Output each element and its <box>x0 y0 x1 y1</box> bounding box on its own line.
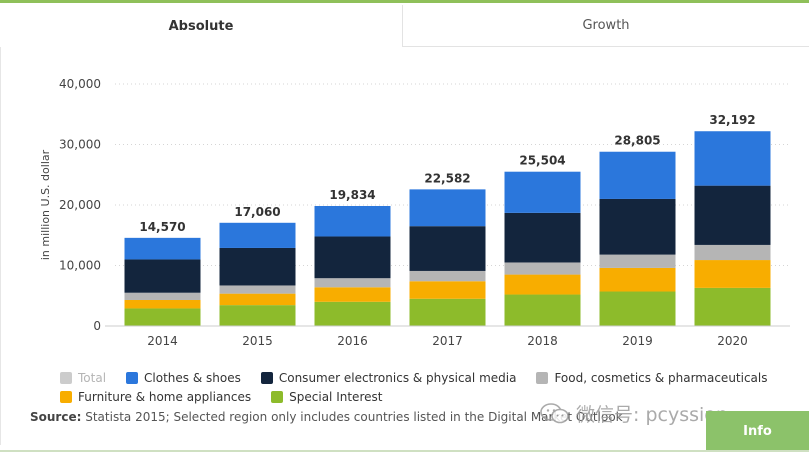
bar-segment[interactable] <box>409 226 486 271</box>
bar-segment[interactable] <box>694 244 771 261</box>
info-button[interactable]: Info <box>706 411 809 451</box>
bar-segment[interactable] <box>504 294 581 326</box>
watermark-text: 微信号: pcyssion <box>576 404 728 426</box>
legend-label: Furniture & home appliances <box>78 389 252 404</box>
bar-segment[interactable] <box>314 278 391 288</box>
bar-segment[interactable] <box>599 291 676 326</box>
legend-label: Special Interest <box>289 389 383 404</box>
bar-segment[interactable] <box>504 171 581 213</box>
bar-segment[interactable] <box>314 236 391 279</box>
bar-segment[interactable] <box>124 299 201 309</box>
bar-segment[interactable] <box>124 259 201 293</box>
bar-segment[interactable] <box>599 254 676 268</box>
x-tick-label: 2017 <box>432 334 463 348</box>
y-axis-ticks: 0 10,000 20,000 30,000 40,000 <box>59 77 101 333</box>
legend-item[interactable]: Total <box>60 370 106 385</box>
bar-segment[interactable] <box>314 206 391 237</box>
chart-legend: Total Clothes & shoes Consumer electronics… <box>60 370 780 404</box>
bar-segment[interactable] <box>314 287 391 302</box>
y-tick-label: 30,000 <box>59 138 101 152</box>
bar-segment[interactable] <box>314 301 391 326</box>
legend-swatch <box>60 390 72 403</box>
bar-segment[interactable] <box>219 247 296 286</box>
bar-segment[interactable] <box>219 222 296 248</box>
x-axis-ticks: 2014 2015 2016 2017 2018 2019 2020 <box>147 334 748 348</box>
frame-top-border <box>0 0 809 3</box>
x-tick-label: 2016 <box>337 334 368 348</box>
bar-segment[interactable] <box>694 131 771 186</box>
bar-segment[interactable] <box>599 198 676 255</box>
legend-item[interactable]: Special Interest <box>271 389 382 404</box>
legend-item[interactable]: Clothes & shoes <box>126 370 241 385</box>
total-label: 17,060 <box>234 205 280 219</box>
x-tick-label: 2015 <box>242 334 273 348</box>
legend-label: Clothes & shoes <box>144 370 241 385</box>
y-tick-label: 0 <box>93 319 101 333</box>
y-tick-label: 40,000 <box>59 77 101 91</box>
x-tick-label: 2014 <box>147 334 178 348</box>
bottom-frame-border <box>0 450 809 452</box>
source-note: Source: Statista 2015; Selected region o… <box>30 410 710 424</box>
x-tick-label: 2018 <box>527 334 558 348</box>
legend-swatch <box>536 371 549 384</box>
bar-segment[interactable] <box>219 293 296 306</box>
bar-segment[interactable] <box>504 212 581 263</box>
source-text: Statista 2015; Selected region only incl… <box>85 410 623 424</box>
legend-item[interactable]: Food, cosmetics & pharmaceuticals <box>536 370 768 385</box>
wechat-logo-icon <box>540 402 569 423</box>
legend-swatch <box>126 371 139 384</box>
bar-segment[interactable] <box>409 298 486 326</box>
y-tick-label: 20,000 <box>59 198 101 212</box>
legend-item[interactable]: Furniture & home appliances <box>60 389 251 404</box>
bar-segment[interactable] <box>504 274 581 295</box>
bar-segment[interactable] <box>694 260 771 288</box>
legend-item[interactable]: Consumer electronics & physical media <box>260 370 517 385</box>
bar-segment[interactable] <box>409 270 486 282</box>
total-label: 19,834 <box>329 188 375 202</box>
y-tick-label: 10,000 <box>59 259 101 273</box>
bar-segment[interactable] <box>219 285 296 294</box>
legend-label: Food, cosmetics & pharmaceuticals <box>554 370 768 385</box>
tab-growth[interactable]: Growth <box>402 5 809 47</box>
bar-segment[interactable] <box>124 308 201 326</box>
bar-segment[interactable] <box>694 287 771 326</box>
legend-swatch <box>271 390 284 403</box>
total-label: 25,504 <box>519 154 565 168</box>
total-label: 28,805 <box>614 134 660 148</box>
bar-segment[interactable] <box>219 305 296 326</box>
total-labels: 14,570 17,060 19,834 22,582 25,504 28,805 32,1… <box>139 113 755 234</box>
total-label: 32,192 <box>709 113 755 127</box>
bar-segment[interactable] <box>124 237 201 260</box>
bar-segment[interactable] <box>409 189 486 227</box>
legend-swatch <box>60 371 72 384</box>
total-label: 22,582 <box>424 171 470 185</box>
legend-swatch <box>260 371 273 384</box>
source-label: Source: <box>30 410 82 424</box>
bar-segment[interactable] <box>124 292 201 300</box>
legend-label: Consumer electronics & physical media <box>278 370 517 385</box>
x-tick-label: 2019 <box>622 334 653 348</box>
bar-segment[interactable] <box>504 262 581 275</box>
y-axis-label: in million U.S. dollar <box>39 149 52 260</box>
tab-absolute[interactable]: Absolute <box>0 5 402 47</box>
legend-label: Total <box>78 370 107 385</box>
bar-segment[interactable] <box>409 281 486 299</box>
bar-segment[interactable] <box>599 267 676 292</box>
bars <box>124 131 771 326</box>
stacked-bar-chart: 0 10,000 20,000 30,000 40,000 14,570 17,060 19… <box>39 77 790 348</box>
total-label: 14,570 <box>139 220 185 234</box>
bar-segment[interactable] <box>694 185 771 245</box>
bar-segment[interactable] <box>599 151 676 199</box>
left-frame-border <box>0 5 1 445</box>
watermark: 微信号: pcyssion <box>540 400 728 427</box>
x-tick-label: 2020 <box>717 334 748 348</box>
